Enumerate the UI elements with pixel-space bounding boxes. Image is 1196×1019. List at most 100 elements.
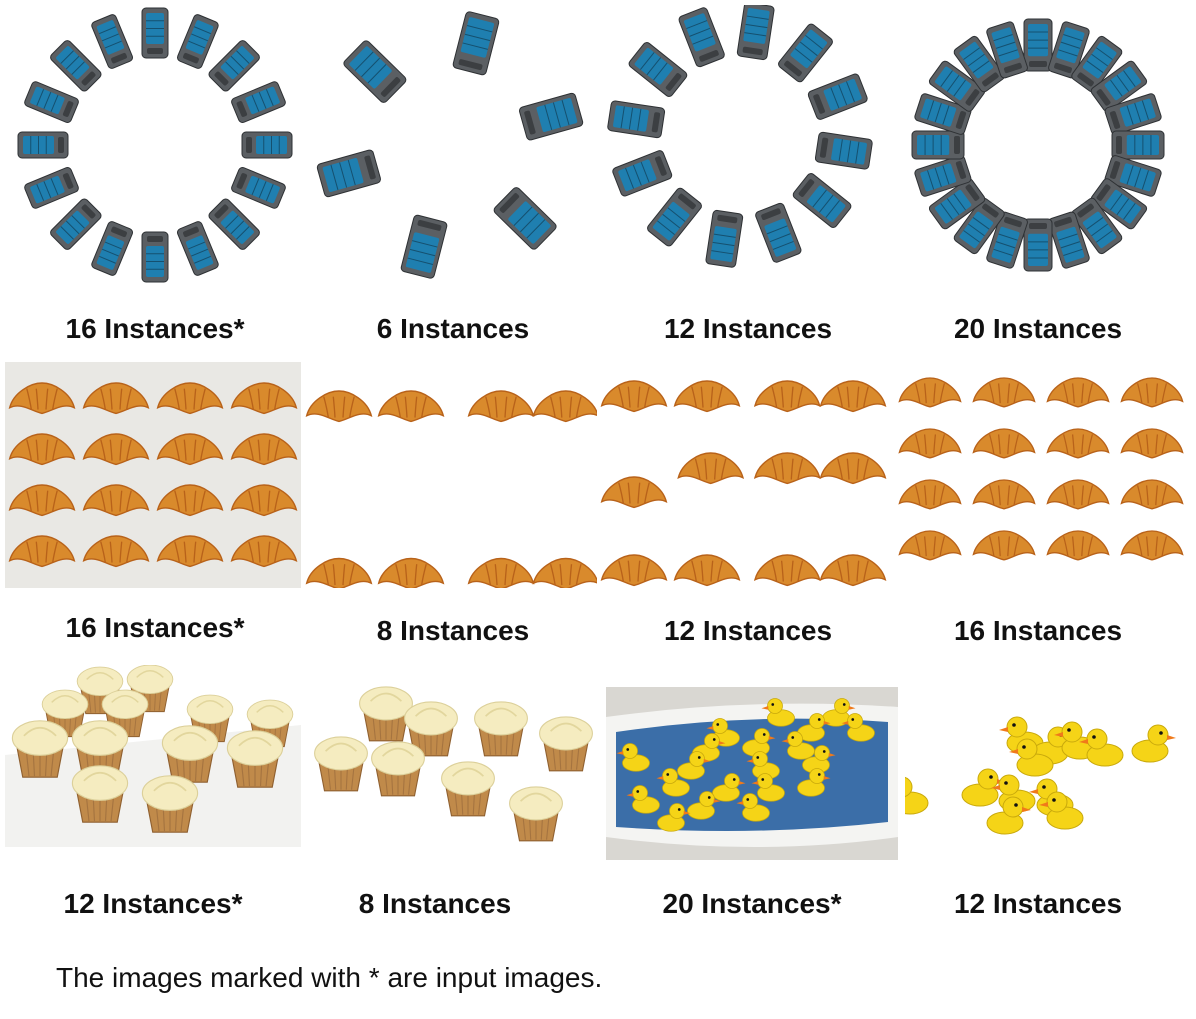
toy-car-9: [141, 231, 169, 283]
croissant-14: [972, 530, 1036, 561]
croissant-9: [600, 554, 668, 587]
label-r1-p3: 12 Instances: [663, 313, 833, 344]
croissant-4: [532, 390, 597, 423]
toy-car-8: [647, 187, 702, 247]
croissant-15: [1046, 530, 1110, 561]
toy-car-4: [400, 214, 448, 279]
toy-car-9: [612, 150, 673, 197]
rubber-duck-12: [802, 745, 836, 774]
panel-duck-12: [905, 715, 1190, 845]
toy-car-1: [452, 11, 500, 76]
cupcake-8: [509, 786, 563, 842]
croissant-1: [8, 382, 76, 415]
toy-car-15: [50, 40, 102, 92]
car-ring-20: [911, 18, 1165, 272]
rubber-duck-19: [736, 793, 770, 822]
croissant-4: [819, 380, 887, 413]
cupcake-12: [141, 775, 199, 833]
croissant-8: [1120, 428, 1184, 459]
toy-car-4: [814, 131, 873, 170]
toy-car-1: [141, 7, 169, 59]
rubber-duck-12: [1039, 791, 1084, 830]
rubber-duck-4: [1079, 728, 1124, 767]
cupcake-4: [539, 716, 593, 772]
duck-group-12: [905, 716, 1176, 835]
toy-car-11: [50, 198, 102, 250]
cupcake-group-12: [5, 665, 301, 847]
croissant-9: [898, 479, 962, 510]
croissant-3: [753, 380, 821, 413]
toy-car-2: [778, 23, 833, 83]
croissant-8: [819, 452, 887, 485]
toy-car-7: [208, 198, 260, 250]
croissant-5: [898, 428, 962, 459]
toy-car-12: [678, 7, 725, 68]
croissant-12: [819, 554, 887, 587]
cupcake-10: [226, 730, 284, 788]
panel-croissant-12: [600, 362, 894, 588]
croissant-1: [305, 390, 373, 423]
croissant-grid-16b: [898, 377, 1184, 561]
label-r2-p2: 8 Instances: [376, 615, 530, 646]
rubber-duck-7: [905, 776, 929, 815]
croissant-6: [677, 452, 745, 485]
cupcake-6: [371, 741, 425, 797]
croissant-13: [8, 535, 76, 568]
toy-car-5: [241, 131, 293, 159]
toy-car-6: [343, 40, 407, 103]
rubber-duck-14: [712, 773, 746, 802]
croissant-11: [1046, 479, 1110, 510]
croissant-16: [230, 535, 298, 568]
rubber-duck-4: [797, 713, 831, 742]
label-r3-p1: 12 Instances*: [63, 888, 243, 919]
croissant-9: [8, 484, 76, 517]
label-r2-p3: 12 Instances: [663, 615, 833, 646]
croissant-6: [82, 433, 150, 466]
croissant-14: [82, 535, 150, 568]
croissant-grid-12: [600, 380, 887, 587]
panel-croissant-16: [896, 362, 1190, 588]
toy-car-16: [91, 14, 133, 69]
croissant-11: [753, 554, 821, 587]
cupcake-5: [314, 736, 368, 792]
toy-car-4: [231, 81, 286, 123]
toy-car-15: [914, 155, 972, 197]
toy-car-10: [91, 221, 133, 276]
rubber-duck-16: [797, 768, 831, 797]
croissant-3: [156, 382, 224, 415]
croissant-5: [8, 433, 76, 466]
toy-car-6: [755, 202, 802, 263]
croissant-5: [600, 476, 668, 509]
croissant-2: [972, 377, 1036, 408]
label-r3-p3: 20 Instances*: [662, 888, 842, 919]
panel-croissant-8: [303, 362, 597, 588]
toy-car-1: [1023, 18, 1053, 72]
cupcake-11: [71, 765, 129, 823]
panel-croissant-16-input: [5, 362, 301, 588]
toy-car-1: [736, 5, 775, 61]
rubber-duck-5: [1131, 724, 1176, 763]
toy-car-12: [24, 167, 79, 209]
rubber-duck-20: [657, 803, 691, 832]
label-r1-p2: 6 Instances: [376, 313, 530, 344]
croissant-1: [600, 380, 668, 413]
toy-car-8: [1090, 178, 1148, 230]
croissant-grid-8: [305, 390, 597, 588]
label-r1-p1: 16 Instances*: [65, 313, 245, 344]
croissant-10: [673, 554, 741, 587]
croissant-5: [305, 557, 373, 588]
croissant-7: [753, 452, 821, 485]
panel-car-20: [895, 5, 1185, 290]
panel-car-12: [600, 5, 890, 290]
croissant-6: [377, 557, 445, 588]
croissant-15: [156, 535, 224, 568]
car-ring-12: [607, 5, 873, 268]
cupcake-group-8: [314, 686, 593, 842]
rubber-duck-6: [1009, 738, 1054, 777]
rubber-duck-13: [656, 768, 690, 797]
toy-car-3: [493, 187, 557, 250]
toy-car-14: [928, 178, 986, 230]
toy-car-2: [177, 14, 219, 69]
toy-car-9: [1071, 197, 1123, 255]
croissant-2: [82, 382, 150, 415]
